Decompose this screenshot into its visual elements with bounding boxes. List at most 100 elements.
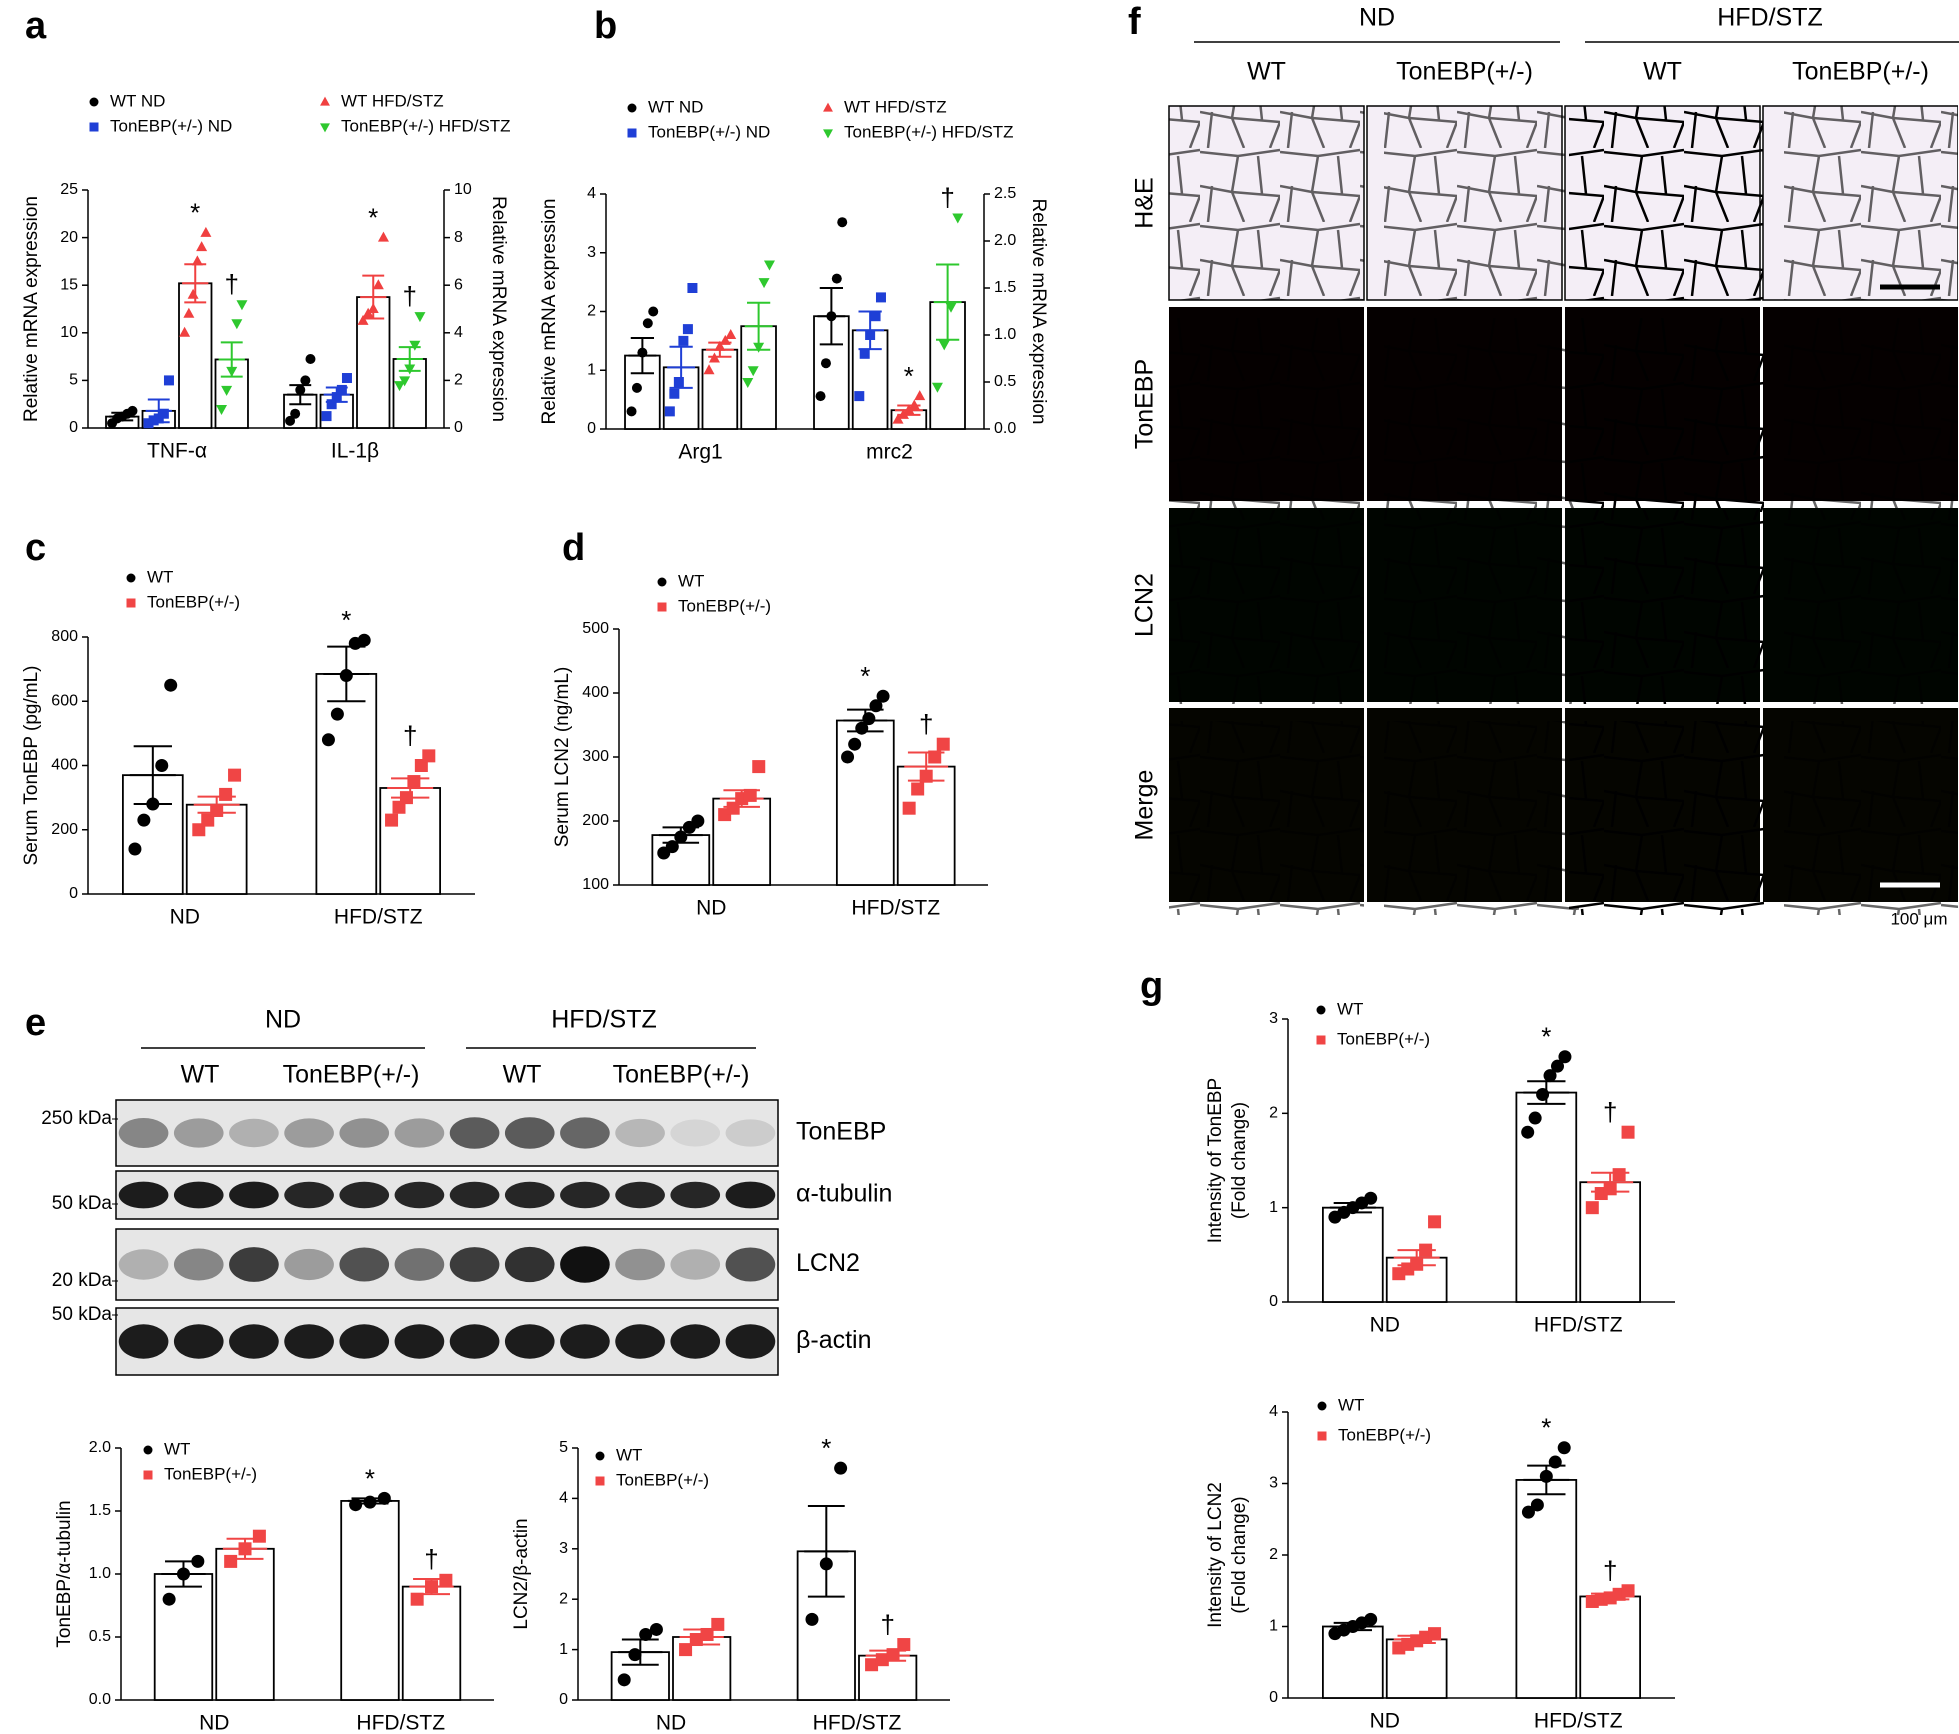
blot-band: [560, 1117, 610, 1149]
data-point: [892, 413, 904, 424]
x-tick-label: TNF-α: [147, 440, 207, 463]
data-point: [128, 842, 142, 856]
x-tick-label: HFD/STZ: [1534, 1710, 1623, 1733]
y-axis-label: Intensity of LCN2: [1205, 1482, 1226, 1628]
y-tick-label: 5: [559, 1439, 568, 1456]
chart: 0 1 2 3 Intensity of TonEBP (Fold change) g ND H…: [1140, 965, 1675, 1337]
y-tick-label: 0.5: [89, 1628, 111, 1645]
error-bar: [667, 345, 696, 389]
data-point: [903, 404, 915, 415]
blot-band: [229, 1247, 279, 1282]
x-tick-label: ND: [1370, 1710, 1400, 1733]
significance-mark: †: [940, 182, 954, 212]
legend-label: WT: [1338, 1395, 1364, 1414]
error-bar: [145, 398, 172, 424]
blot-band: [229, 1118, 279, 1148]
data-point: [336, 384, 347, 395]
blot-band: [725, 1324, 776, 1359]
legend-label: WT: [678, 571, 704, 590]
y-tick-label: 2: [559, 1590, 568, 1607]
data-point: [236, 300, 248, 311]
x-tick-label: HFD/STZ: [813, 1712, 902, 1734]
legend-marker: [657, 602, 667, 612]
subgroup-label: WT: [1247, 58, 1286, 86]
data-point: [897, 408, 909, 419]
data-point: [742, 378, 754, 388]
blot-band: [284, 1324, 334, 1359]
blot-band: [504, 1181, 555, 1209]
y-tick-label: 5: [69, 372, 78, 389]
data-point: [820, 358, 831, 369]
data-point: [673, 377, 684, 387]
legend-marker: [320, 96, 330, 106]
blot-band: [615, 1181, 665, 1209]
legend-marker: [143, 1445, 153, 1455]
significance-mark: †: [424, 1544, 438, 1574]
data-point: [743, 788, 757, 802]
y-tick-label: 2: [587, 303, 596, 320]
group-label: HFD/STZ: [551, 1006, 657, 1034]
y-axis-label: (Fold change): [1229, 1496, 1250, 1613]
data-point: [869, 699, 883, 713]
data-point: [1621, 1584, 1635, 1598]
blot-band: [449, 1247, 500, 1282]
bar: [835, 719, 895, 886]
legend-label: TonEBP(+/-): [164, 1464, 257, 1483]
data-point: [648, 306, 659, 317]
data-point: [691, 814, 705, 828]
data-point: [1558, 1050, 1572, 1064]
data-point: [341, 373, 352, 384]
data-point: [300, 375, 311, 386]
data-point: [219, 787, 233, 801]
blot-band: [173, 1324, 224, 1359]
band-label: β-actin: [796, 1326, 872, 1354]
y-tick-label: 1.0: [89, 1565, 111, 1582]
y-tick-label: 400: [51, 757, 78, 774]
x-tick-label: mrc2: [866, 441, 913, 464]
legend-marker: [143, 1470, 153, 1480]
significance-mark: †: [880, 1609, 894, 1639]
row-label: Merge: [1131, 770, 1159, 841]
data-point: [897, 1638, 911, 1652]
legend-label: WT HFD/STZ: [341, 91, 444, 110]
data-point: [700, 1627, 714, 1641]
x-tick-label: ND: [1370, 1314, 1400, 1337]
blot-band: [118, 1249, 169, 1280]
blot-band: [284, 1248, 334, 1281]
data-point: [372, 279, 384, 290]
data-point: [425, 1580, 439, 1594]
blot-band: [504, 1324, 555, 1359]
data-point: [753, 342, 765, 353]
blot-band: [725, 1119, 776, 1147]
y-axis-label: (Fold change): [1229, 1102, 1250, 1219]
data-point: [1548, 1455, 1562, 1469]
significance-mark: †: [403, 721, 417, 751]
group-label: HFD/STZ: [1717, 4, 1823, 32]
bar: [215, 1547, 275, 1701]
data-point: [725, 329, 737, 339]
y-tick-label: 8: [454, 229, 463, 246]
data-point: [665, 840, 679, 854]
bar: [340, 1500, 400, 1701]
chart: 0 1 2 3 4 5 LCN2/β-actin ND HFD/STZ * † WT TonEBP(+/…: [511, 1433, 950, 1734]
bar: [178, 282, 213, 429]
cell-network: [1569, 721, 1764, 915]
x-tick-label: HFD/STZ: [1534, 1314, 1623, 1337]
data-point: [711, 1617, 725, 1631]
data-point: [228, 768, 242, 782]
data-point: [252, 1529, 266, 1543]
legend-label: WT HFD/STZ: [844, 97, 947, 116]
y-axis-label: Intensity of TonEBP: [1205, 1078, 1226, 1243]
y-tick-label: 10: [454, 181, 472, 198]
data-point: [752, 760, 766, 774]
y-tick-label: 300: [582, 748, 609, 765]
panel-label: b: [594, 5, 617, 47]
data-point: [945, 302, 957, 313]
cell-network: [1169, 721, 1364, 915]
blot-band: [118, 1181, 169, 1209]
data-point: [674, 830, 688, 844]
bar: [1579, 1595, 1642, 1699]
data-point: [875, 292, 886, 303]
data-point: [231, 319, 243, 330]
y-tick-label: 0: [69, 885, 78, 902]
